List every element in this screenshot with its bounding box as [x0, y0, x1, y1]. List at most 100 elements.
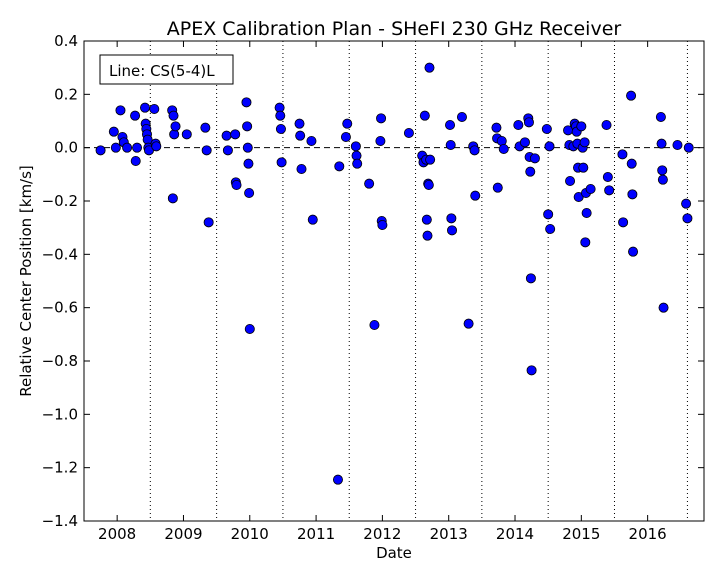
data-point: [375, 135, 386, 146]
y-tick-label: −0.8: [42, 352, 78, 370]
data-point: [526, 365, 537, 376]
data-point: [307, 214, 318, 225]
data-point: [525, 273, 536, 284]
data-point: [656, 138, 667, 149]
y-tick-label: −1.0: [42, 405, 78, 423]
data-point: [655, 112, 666, 123]
data-point: [201, 145, 212, 156]
data-point: [525, 166, 536, 177]
data-point: [626, 158, 637, 169]
data-point: [332, 474, 343, 485]
data-point: [578, 162, 589, 173]
y-tick-label: −0.4: [42, 245, 78, 263]
data-point: [181, 129, 192, 140]
x-axis-label: Date: [376, 544, 412, 562]
data-point: [425, 154, 436, 165]
data-point: [167, 193, 178, 204]
x-tick-label: 2011: [297, 525, 335, 543]
y-axis-label: Relative Center Position [km/s]: [17, 165, 35, 397]
x-tick-label: 2016: [629, 525, 667, 543]
data-point: [470, 190, 481, 201]
data-point: [241, 97, 252, 108]
data-point: [491, 122, 502, 133]
x-tick-label: 2015: [562, 525, 600, 543]
data-point: [423, 179, 434, 190]
data-point: [581, 207, 592, 218]
data-point: [151, 141, 162, 152]
data-point: [601, 120, 612, 131]
data-point: [294, 118, 305, 129]
data-point: [627, 189, 638, 200]
data-point: [626, 90, 637, 101]
data-point: [377, 219, 388, 230]
y-tick-label: 0.0: [54, 139, 78, 157]
y-tick-label: −0.2: [42, 192, 78, 210]
data-point: [242, 142, 253, 153]
data-point: [628, 246, 639, 257]
chart-title: APEX Calibration Plan - SHeFI 230 GHz Re…: [167, 18, 622, 40]
y-tick-label: −0.6: [42, 299, 78, 317]
data-point: [244, 187, 255, 198]
data-point: [230, 129, 241, 140]
data-point: [541, 124, 552, 135]
data-point: [110, 142, 121, 153]
data-point: [403, 127, 414, 138]
data-point: [296, 163, 307, 174]
data-point: [422, 230, 433, 241]
data-point: [498, 143, 509, 154]
data-point: [683, 142, 694, 153]
data-point: [585, 183, 596, 194]
data-point: [295, 130, 306, 141]
legend-label: Line: CS(5-4)L: [109, 62, 215, 80]
data-point: [203, 217, 214, 228]
data-point: [617, 149, 628, 160]
data-point: [130, 155, 141, 166]
y-tick-label: −1.2: [42, 459, 78, 477]
x-tick-label: 2009: [164, 525, 202, 543]
x-axis-ticks: 2008 2009 2010 2011 2012 2013 2014 2015 2016: [98, 41, 667, 543]
legend: Line: CS(5-4)L: [99, 54, 234, 85]
data-point: [275, 110, 286, 121]
data-point: [108, 126, 119, 137]
x-tick-label: 2010: [231, 525, 269, 543]
data-point: [456, 112, 467, 123]
data-point: [658, 302, 669, 313]
y-axis-ticks: −1.4 −1.2 −1.0 −0.8 −0.6 −0.4 −0.2 0.0 0.2 0.4: [42, 32, 704, 530]
x-tick-label: 2014: [496, 525, 534, 543]
data-point: [447, 225, 458, 236]
data-point: [376, 113, 387, 124]
data-point: [276, 157, 287, 168]
data-point: [130, 110, 141, 121]
data-point: [115, 105, 126, 116]
data-point: [352, 158, 363, 169]
data-point: [350, 141, 361, 152]
data-point: [421, 214, 432, 225]
data-point: [445, 120, 456, 131]
data-point: [580, 237, 591, 248]
data-point: [369, 319, 380, 330]
data-point: [513, 120, 524, 131]
x-tick-label: 2013: [430, 525, 468, 543]
data-point: [657, 174, 668, 185]
data-point: [544, 141, 555, 152]
data-point: [445, 139, 456, 150]
data-point: [519, 137, 530, 148]
data-point: [529, 153, 540, 164]
data-point: [424, 62, 435, 73]
axes-frame: [83, 40, 705, 522]
data-point: [419, 110, 430, 121]
data-point: [657, 165, 668, 176]
data-point: [231, 179, 242, 190]
y-tick-label: 0.4: [54, 32, 78, 50]
y-tick-label: −1.4: [42, 512, 78, 530]
data-point: [682, 213, 693, 224]
data-point: [244, 323, 255, 334]
data-point: [672, 139, 683, 150]
data-point: [221, 130, 232, 141]
x-tick-label: 2012: [363, 525, 401, 543]
data-point: [149, 104, 160, 115]
data-point: [122, 142, 133, 153]
data-point: [140, 102, 151, 113]
